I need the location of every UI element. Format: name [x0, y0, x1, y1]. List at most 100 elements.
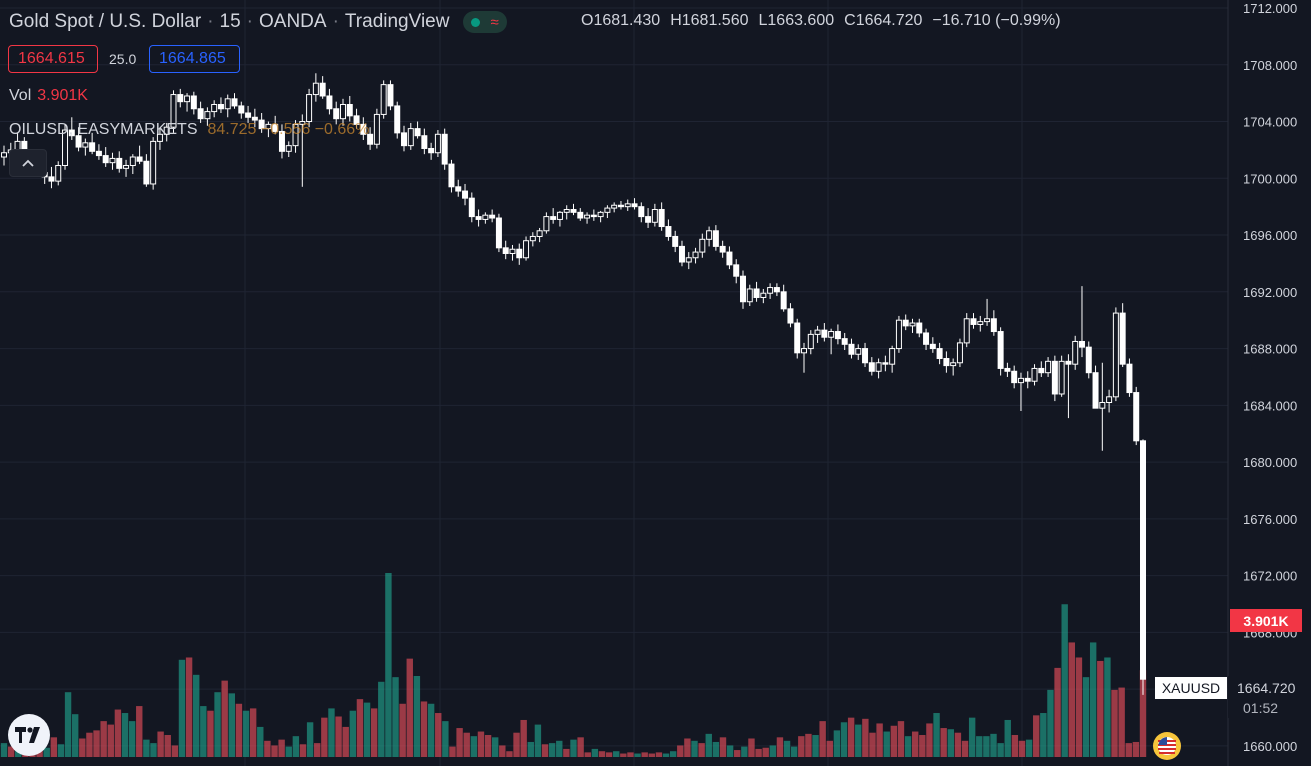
candle [434, 130, 441, 157]
ohlc-values: O1681.430 H1681.560 L1663.600 C1664.720 −16.… [581, 12, 1061, 30]
volume-bar [1047, 689, 1054, 757]
candle [834, 324, 841, 345]
candle-body [197, 108, 204, 120]
candle-body [339, 103, 346, 120]
volume-bar [826, 740, 833, 757]
spread-value: 25.0 [109, 51, 137, 67]
buy-price-button[interactable]: 1664.865 [149, 45, 240, 73]
volume-bar [143, 739, 150, 757]
volume-bar [214, 692, 221, 757]
candle-body [1072, 340, 1079, 365]
volume-bar [947, 729, 954, 757]
volume-bar [420, 701, 428, 757]
candle [1078, 286, 1085, 358]
candle [685, 252, 692, 270]
candle [746, 284, 753, 306]
candle [739, 270, 746, 309]
candle-body [780, 291, 787, 310]
candle-body [651, 209, 658, 223]
candle [773, 283, 780, 297]
volume-axis-tag: 3.901K [1230, 609, 1302, 632]
candle-body [956, 342, 963, 364]
candle [489, 209, 496, 223]
candle-body [645, 216, 652, 223]
us-flag-icon[interactable] [1153, 732, 1181, 760]
candle-body [936, 348, 943, 360]
candle-body [346, 103, 353, 117]
candle [699, 233, 706, 258]
candle-body [828, 331, 835, 338]
candle-body [563, 209, 570, 213]
candle [658, 202, 665, 231]
volume-bar [342, 726, 349, 757]
volume-bar [1111, 689, 1118, 757]
volume-bar [847, 717, 855, 757]
volume-bar [1061, 604, 1068, 757]
candle [1106, 389, 1113, 413]
volume-bar [50, 737, 58, 757]
candle-body [1092, 372, 1099, 409]
candle-body [1065, 360, 1072, 365]
candlesticks [1, 73, 1146, 695]
candle-body [550, 216, 557, 220]
volume-bar [100, 721, 107, 757]
candle-body [414, 128, 421, 137]
collapse-legend-button[interactable] [9, 149, 47, 177]
candle-body [665, 226, 672, 237]
symbol-name[interactable]: Gold Spot / U.S. Dollar [9, 11, 202, 32]
candle-body [143, 160, 150, 185]
candle [401, 125, 408, 152]
volume-bar [399, 703, 406, 757]
candle-body [245, 112, 252, 118]
volume-bar [598, 751, 606, 757]
sell-price-button[interactable]: 1664.615 [8, 45, 98, 73]
candle-body [597, 211, 604, 218]
candle [231, 93, 238, 109]
candle-body [923, 332, 930, 345]
open-value: 1681.430 [593, 12, 661, 29]
market-status-pill[interactable]: ≈ [463, 11, 507, 33]
price-tick-label: 1696.000 [1243, 228, 1297, 243]
candle-body [604, 207, 611, 213]
candle [177, 88, 184, 108]
candle-body [950, 362, 957, 367]
volume-bar [477, 731, 485, 757]
candle-body [163, 126, 170, 135]
candle-body [889, 348, 896, 365]
candle [1011, 365, 1018, 389]
low-label: L [758, 12, 768, 29]
candle-body [807, 333, 814, 350]
volume-legend[interactable]: Vol 3.901K [9, 87, 88, 105]
candle-body [611, 204, 618, 209]
volume-bar [470, 736, 478, 757]
candle-body [333, 108, 340, 120]
candle-body [1011, 370, 1018, 384]
candle-body [801, 348, 808, 354]
overlay-legend[interactable]: OILUSD, EASYMARKETS 84.725 −0.556 −0.66% [9, 121, 369, 139]
candle [916, 318, 923, 338]
price-axis[interactable]: 1712.000 1708.000 1704.000 1700.000 1696.000… [1227, 0, 1297, 766]
candle [828, 328, 835, 355]
volume-bar [242, 710, 250, 757]
volume-bar [43, 747, 50, 757]
candle [801, 342, 808, 373]
interval-label[interactable]: 15 [219, 11, 241, 32]
candle [767, 283, 774, 299]
candle [129, 154, 136, 175]
candle [543, 212, 550, 234]
candle-body [706, 230, 713, 240]
volume-bar [306, 722, 314, 757]
candle [123, 159, 130, 177]
candle [597, 210, 604, 223]
volume-bar [484, 735, 492, 757]
candle [143, 154, 150, 187]
candle [855, 344, 862, 360]
candle-body [685, 257, 692, 263]
candle-body [502, 247, 509, 254]
candle [75, 127, 82, 152]
candle-body [312, 82, 319, 96]
volume-bar [762, 747, 769, 757]
volume-bar [185, 657, 193, 757]
tradingview-logo[interactable] [8, 714, 50, 756]
